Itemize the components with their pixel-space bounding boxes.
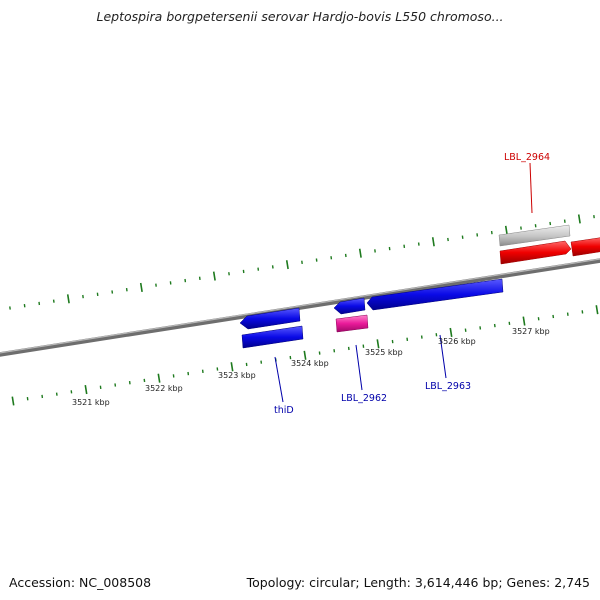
upper-track-tick (285, 260, 289, 270)
lower-track-tick (522, 316, 526, 326)
ruler-label-3524: 3524 kbp (291, 359, 329, 368)
lower-track-tick (449, 327, 453, 338)
upper-track-tick (577, 214, 581, 224)
ruler-label-3521: 3521 kbp (72, 398, 110, 407)
gene-arrow-blue-left[interactable] (239, 307, 301, 330)
lower-track-tick (595, 305, 599, 315)
upper-track-tick (504, 225, 508, 235)
genome-summary-text: Topology: circular; Length: 3,614,446 bp… (246, 575, 590, 590)
lower-dashed-track (11, 305, 599, 406)
gene-label-lbl-2962: LBL_2962 (341, 393, 387, 404)
gene-label-thid: thiD (274, 405, 294, 416)
gene-label-lbl-2964: LBL_2964 (504, 152, 550, 163)
gene-label-lbl-2963: LBL_2963 (425, 381, 471, 392)
gene-arrow-red-right[interactable] (570, 237, 600, 257)
chromosome-backbone-highlight (0, 258, 600, 354)
upper-track-tick (431, 237, 435, 247)
lower-track-tick (376, 339, 380, 349)
lower-track-tick (84, 384, 88, 395)
chromosome-backbone (0, 258, 600, 357)
lower-track-tick (157, 373, 161, 383)
lower-track-tick (303, 350, 307, 360)
gene-arrow-lbl-2963[interactable] (366, 278, 504, 311)
gene-arrow-lbl-2964[interactable] (499, 240, 572, 265)
gene-arrow-lbl-2962[interactable] (335, 314, 369, 333)
upper-track-tick (212, 271, 216, 281)
upper-track-tick (358, 248, 362, 258)
ruler-label-3523: 3523 kbp (218, 371, 256, 380)
gene-arrow-gray[interactable] (498, 224, 571, 247)
leader-lbl-2964 (529, 162, 533, 214)
leader-lbl-2962 (355, 344, 363, 391)
ruler-label-3525: 3525 kbp (365, 348, 403, 357)
lower-track-tick (11, 396, 15, 406)
gene-arrow-thid[interactable] (241, 325, 304, 349)
lower-track-tick (230, 362, 234, 372)
upper-track-tick (66, 294, 70, 304)
gene-arrow-small-blue[interactable] (333, 297, 366, 315)
accession-text: Accession: NC_008508 (9, 575, 152, 590)
upper-track-tick (139, 282, 143, 293)
ruler-label-3526: 3526 kbp (438, 337, 476, 346)
ruler-label-3522: 3522 kbp (145, 384, 183, 393)
upper-dashed-track (9, 214, 595, 310)
page-title: Leptospira borgpetersenii serovar Hardjo… (96, 9, 504, 24)
leader-lbl-2963 (439, 334, 447, 379)
ruler-label-3527: 3527 kbp (512, 327, 550, 336)
leader-thid (274, 356, 284, 403)
